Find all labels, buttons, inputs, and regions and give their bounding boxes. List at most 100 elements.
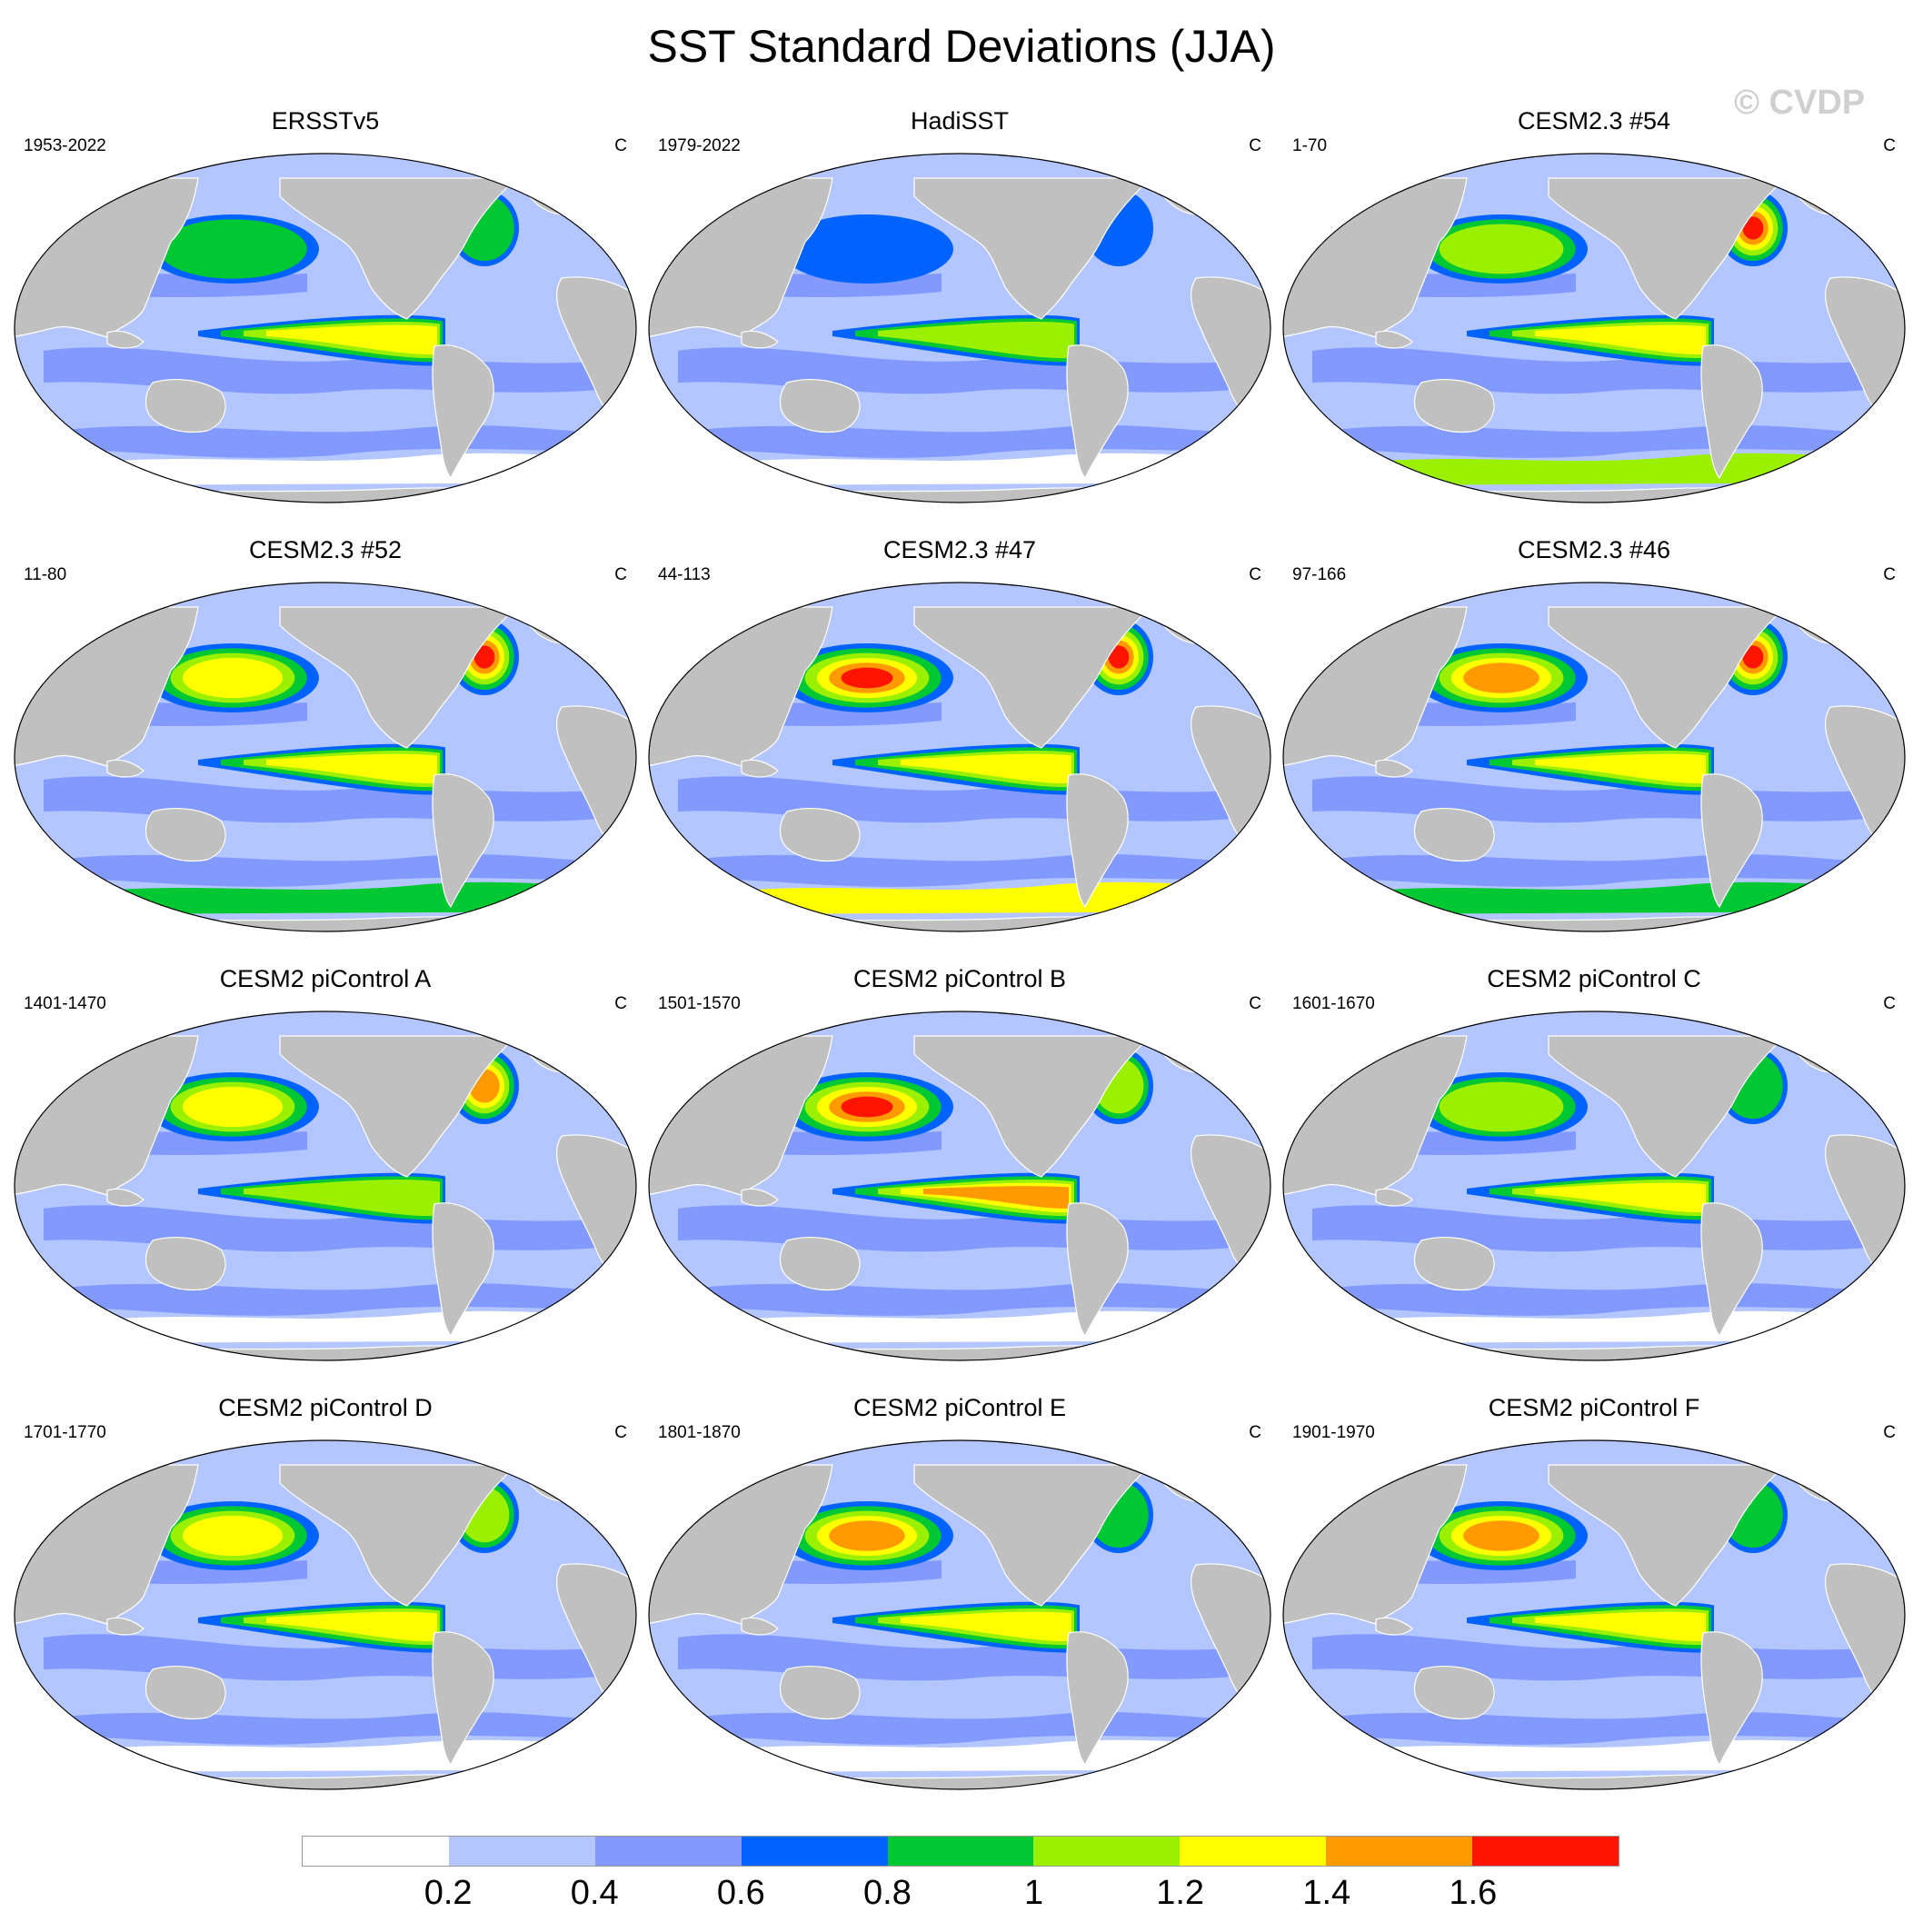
panel-unit: C (1249, 136, 1261, 155)
panel-title: CESM2.3 #54 (1517, 107, 1671, 134)
antarctica-land (1283, 1774, 1905, 1789)
enso-tongue (198, 743, 445, 795)
panel-unit: C (1249, 565, 1261, 584)
maritime-continent-land (741, 1617, 779, 1636)
colorbar-swatch (448, 1837, 595, 1866)
map-outline (14, 153, 637, 503)
south-america-land (432, 1202, 494, 1338)
north-pacific-patch (146, 214, 319, 284)
australia-land (144, 807, 226, 862)
map-panel: CESM2.3 #54 1-70 C (1276, 107, 1912, 534)
colorbar-swatch (1326, 1837, 1473, 1866)
north-pacific-patch (1415, 214, 1588, 284)
panel-period: 44-113 (658, 565, 711, 584)
australia-land (1413, 378, 1495, 433)
maritime-continent-land (106, 330, 144, 349)
south-america-land (1700, 773, 1763, 909)
north-america-land (1548, 177, 1787, 320)
enso-tongue (1467, 314, 1714, 366)
panel-period: 1401-1470 (24, 994, 106, 1013)
antarctica-land (1283, 487, 1905, 503)
variability-band (1312, 425, 1903, 458)
colorbar-tick-label: 1.2 (1156, 1874, 1205, 1912)
north-pacific-patch (146, 1072, 319, 1141)
map-outline (648, 1011, 1271, 1361)
north-america-land (279, 606, 518, 749)
panel-title: CESM2.3 #52 (248, 536, 403, 563)
antarctica-land (649, 1774, 1270, 1789)
variability-band (678, 425, 1269, 458)
colorbar (302, 1836, 1619, 1867)
colorbar-tick-label: 1 (1023, 1874, 1044, 1912)
south-america-land (1066, 773, 1129, 909)
map-outline (648, 582, 1271, 932)
antarctica-land (15, 916, 636, 931)
map-panel: CESM2 piControl C 1601-1670 C (1276, 965, 1912, 1392)
panel-title: CESM2 piControl B (852, 965, 1067, 992)
variability-band (1312, 854, 1903, 887)
map-panel: CESM2 piControl D 1701-1770 C (7, 1394, 643, 1821)
north-pacific-patch (781, 1072, 953, 1141)
panel-unit: C (614, 1423, 627, 1442)
maritime-continent-land (741, 1188, 779, 1207)
map-outline (1282, 1439, 1906, 1790)
antarctica-land (649, 1345, 1270, 1360)
north-pacific-patch (1415, 643, 1588, 712)
north-america-land (1548, 606, 1787, 749)
panel-unit: C (1883, 565, 1896, 584)
maritime-continent-land (1375, 759, 1413, 778)
enso-tongue (832, 314, 1080, 366)
panel-period: 1901-1970 (1292, 1423, 1375, 1442)
colorbar-labels: 0.2 0.4 0.6 0.8 1 1.2 1.4 1.6 (302, 1874, 1619, 1919)
colorbar-swatch (303, 1837, 449, 1866)
australia-land (779, 807, 861, 862)
north-america-land (1548, 1035, 1787, 1178)
panel-title: HadiSST (910, 107, 1010, 134)
north-america-land (913, 1464, 1152, 1607)
variability-band (678, 854, 1269, 887)
panel-period: 1701-1770 (24, 1423, 106, 1442)
south-america-land (1066, 1202, 1129, 1338)
antarctica-land (1283, 1345, 1905, 1360)
south-america-land (1066, 344, 1129, 480)
maritime-continent-land (106, 1617, 144, 1636)
sst-stddev-map (1282, 1011, 1906, 1361)
north-pacific-patch (1415, 1501, 1588, 1570)
map-panel: CESM2.3 #46 97-166 C (1276, 536, 1912, 963)
north-america-land (279, 1035, 518, 1178)
panel-period: 97-166 (1292, 565, 1347, 584)
enso-tongue (832, 1601, 1080, 1653)
variability-band (678, 1283, 1269, 1316)
map-panel: CESM2 piControl B 1501-1570 C (642, 965, 1278, 1392)
antarctica-land (649, 916, 1270, 931)
colorbar-tick-label: 1.6 (1449, 1874, 1498, 1912)
sst-stddev-map (648, 1439, 1271, 1790)
panel-unit: C (1249, 1423, 1261, 1442)
sst-stddev-map (14, 582, 637, 932)
map-outline (648, 1439, 1271, 1790)
sst-stddev-map (1282, 582, 1906, 932)
map-outline (14, 1439, 637, 1790)
variability-band (1312, 1712, 1903, 1745)
variability-band (44, 1712, 634, 1745)
panel-title: ERSSTv5 (271, 107, 380, 134)
antarctica-land (15, 1345, 636, 1360)
enso-tongue (832, 1172, 1080, 1224)
maritime-continent-land (1375, 1188, 1413, 1207)
map-panel: CESM2.3 #52 11-80 C (7, 536, 643, 963)
panel-unit: C (1883, 994, 1896, 1013)
north-pacific-patch (781, 214, 953, 284)
map-outline (1282, 1011, 1906, 1361)
variability-band (1312, 1283, 1903, 1316)
map-outline (1282, 153, 1906, 503)
south-america-land (432, 1631, 494, 1767)
australia-land (144, 1236, 226, 1291)
sst-stddev-map (1282, 1439, 1906, 1790)
colorbar-tick-label: 0.2 (423, 1874, 473, 1912)
south-america-land (1066, 1631, 1129, 1767)
north-america-land (913, 177, 1152, 320)
panel-unit: C (1883, 1423, 1896, 1442)
colorbar-tick-label: 1.4 (1302, 1874, 1351, 1912)
variability-band (44, 1283, 634, 1316)
south-america-land (1700, 1202, 1763, 1338)
